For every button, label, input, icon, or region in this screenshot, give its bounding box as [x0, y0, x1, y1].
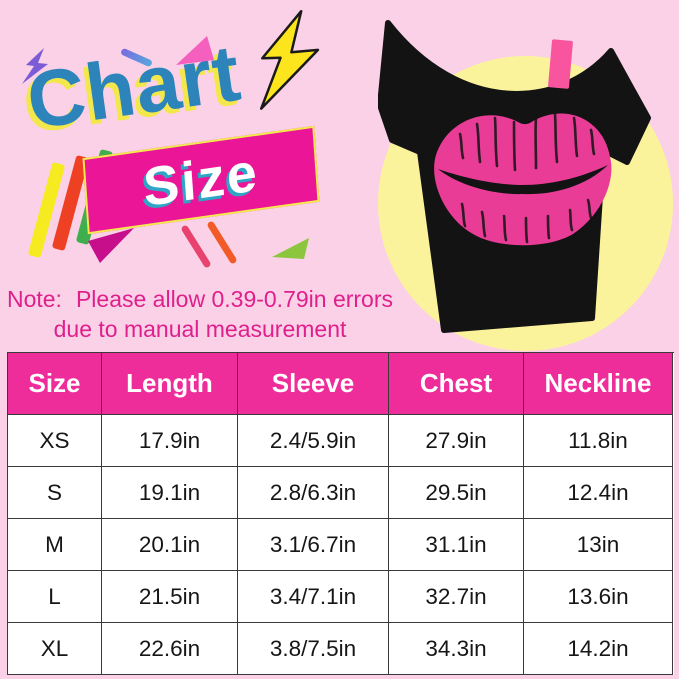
- green-triangle-icon: [272, 238, 309, 259]
- purple-lightning-icon: [22, 48, 48, 84]
- pink-line-shape: [180, 224, 212, 269]
- note-label: Note:: [6, 286, 62, 312]
- note-line-2: due to manual measurement: [53, 316, 347, 342]
- header-cell-chest: Chest: [389, 353, 524, 415]
- header-cell-sleeve: Sleeve: [238, 353, 389, 415]
- measurement-note: Note: Please allow 0.39-0.79in errors due…: [4, 284, 396, 344]
- table-cell-xs-size: XS: [8, 415, 102, 467]
- table-cell-xl-length: 22.6in: [102, 623, 238, 675]
- header-cell-length: Length: [102, 353, 238, 415]
- table-cell-l-neckline: 13.6in: [524, 571, 673, 623]
- table-cell-l-length: 21.5in: [102, 571, 238, 623]
- table-cell-s-length: 19.1in: [102, 467, 238, 519]
- table-cell-xs-chest: 27.9in: [389, 415, 524, 467]
- size-title-banner: Size: [82, 125, 320, 235]
- table-cell-m-sleeve: 3.1/6.7in: [238, 519, 389, 571]
- table-cell-s-size: S: [8, 467, 102, 519]
- table-cell-xl-neckline: 14.2in: [524, 623, 673, 675]
- note-line-1: Note: Please allow 0.39-0.79in errors: [4, 284, 396, 314]
- orange-line-shape: [206, 220, 238, 265]
- pink-lips-print: [434, 112, 612, 246]
- header-cell-size: Size: [8, 353, 102, 415]
- table-cell-m-chest: 31.1in: [389, 519, 524, 571]
- table-cell-xs-neckline: 11.8in: [524, 415, 673, 467]
- table-cell-l-sleeve: 3.4/7.1in: [238, 571, 389, 623]
- yellow-lightning-icon: [259, 9, 320, 110]
- note-text: Please allow 0.39-0.79in errors: [75, 286, 394, 312]
- table-cell-xl-size: XL: [8, 623, 102, 675]
- table-cell-l-chest: 32.7in: [389, 571, 524, 623]
- table-cell-xl-sleeve: 3.8/7.5in: [238, 623, 389, 675]
- table-cell-s-sleeve: 2.8/6.3in: [238, 467, 389, 519]
- magenta-triangle-icon: [88, 228, 134, 263]
- table-cell-xs-length: 17.9in: [102, 415, 238, 467]
- pink-tag-shape: [548, 39, 573, 89]
- pink-triangle-icon: [176, 36, 214, 65]
- table-cell-s-chest: 29.5in: [389, 467, 524, 519]
- table-cell-s-neckline: 12.4in: [524, 467, 673, 519]
- table-cell-m-length: 20.1in: [102, 519, 238, 571]
- table-cell-l-size: L: [8, 571, 102, 623]
- table-cell-xl-chest: 34.3in: [389, 623, 524, 675]
- off-shoulder-tshirt-image: [378, 20, 651, 333]
- table-cell-m-size: M: [8, 519, 102, 571]
- table-cell-xs-sleeve: 2.4/5.9in: [238, 415, 389, 467]
- table-cell-m-neckline: 13in: [524, 519, 673, 571]
- size-title-word: Size: [141, 141, 261, 219]
- size-table: Size Length Sleeve Chest Neckline XS 17.…: [7, 352, 674, 675]
- header-cell-neckline: Neckline: [524, 353, 673, 415]
